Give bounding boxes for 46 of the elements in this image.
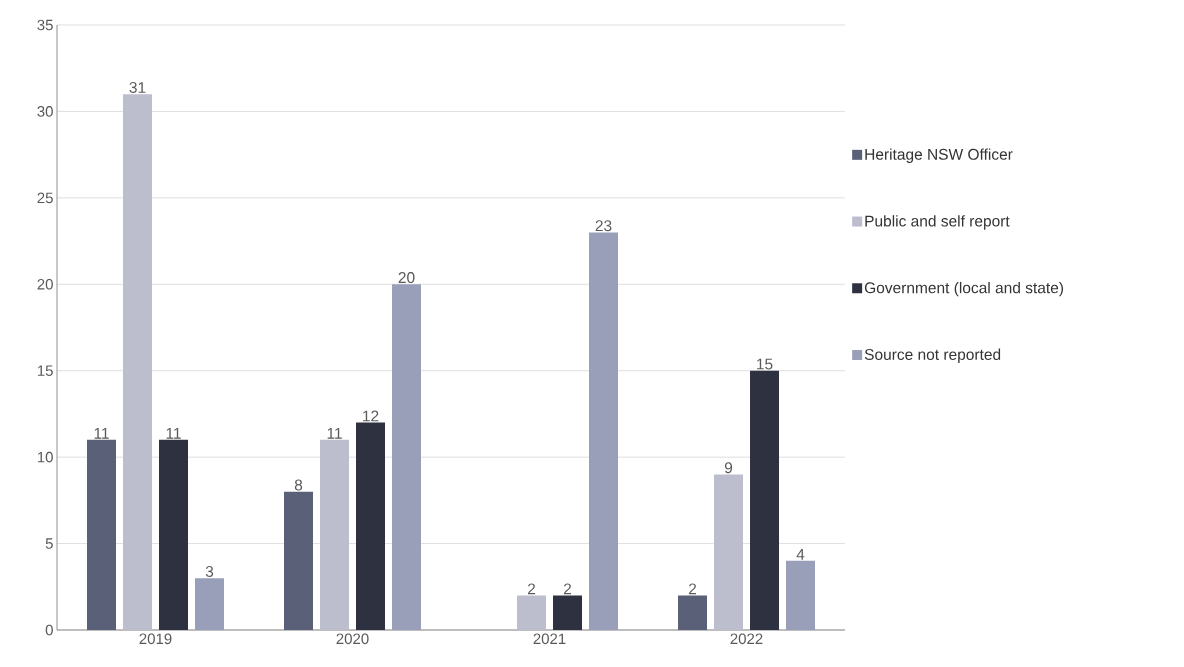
x-tick-label: 2021 [533, 633, 566, 645]
x-tick-label: 2022 [730, 633, 763, 645]
data-label: 23 [595, 220, 612, 232]
data-label: 8 [294, 479, 303, 491]
data-label: 31 [129, 81, 146, 93]
y-tick-label: 35 [37, 19, 53, 31]
bar [356, 422, 385, 630]
data-label: 11 [166, 428, 181, 439]
data-label: 4 [796, 549, 805, 560]
y-tick-label: 15 [37, 365, 53, 376]
data-label: 11 [94, 428, 109, 439]
y-tick-label: 10 [37, 451, 53, 463]
bar [678, 595, 708, 630]
legend-label: Source not reported [864, 348, 1001, 364]
data-label: 11 [327, 428, 342, 439]
data-label: 2 [527, 583, 536, 595]
bar [589, 232, 619, 630]
data-label: 20 [398, 272, 415, 284]
bar [320, 439, 349, 630]
bar [123, 94, 152, 630]
y-tick-label: 5 [45, 538, 53, 549]
y-tick-label: 20 [37, 278, 53, 290]
bar [517, 595, 547, 630]
x-tick-label: 2019 [139, 633, 172, 645]
bar [159, 439, 188, 630]
data-label: 9 [724, 462, 733, 474]
data-label: 12 [363, 410, 379, 422]
x-tick-label: 2020 [336, 633, 369, 645]
bar [553, 595, 583, 630]
bar [195, 578, 224, 630]
data-label: 3 [205, 565, 214, 577]
legend-label: Government (local and state) [864, 281, 1064, 297]
data-label: 2 [688, 583, 697, 595]
y-tick-label: 30 [37, 106, 53, 117]
y-tick-label: 25 [37, 192, 53, 204]
bar [750, 370, 780, 630]
y-tick-label: 0 [45, 624, 53, 636]
data-label: 2 [563, 583, 572, 595]
bar [786, 560, 816, 630]
legend-label: Heritage NSW Officer [865, 148, 1013, 163]
bar [714, 474, 744, 630]
data-label: 15 [757, 358, 773, 370]
bar [392, 284, 421, 630]
bar [87, 439, 116, 630]
legend-label: Public and self report [865, 215, 1010, 230]
bar [284, 491, 313, 630]
